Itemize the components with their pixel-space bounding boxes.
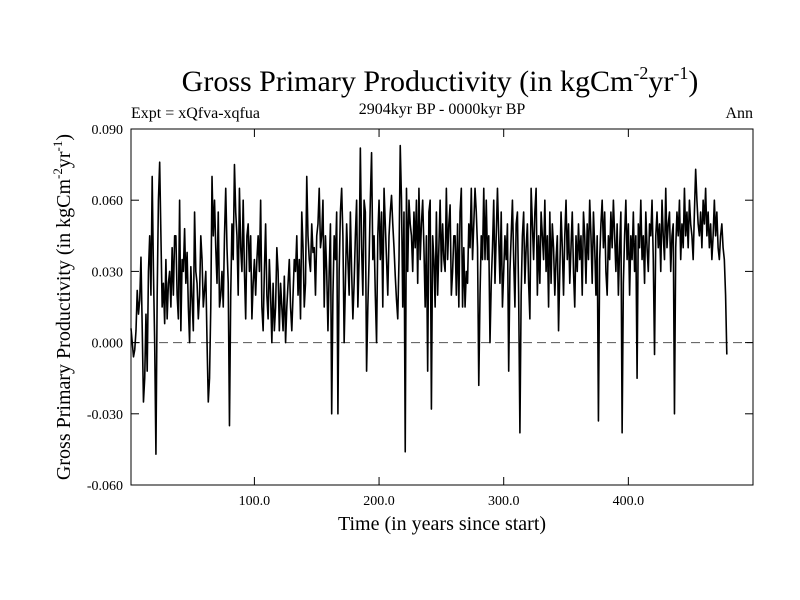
y-tick-label: 0.090 (92, 123, 124, 138)
plot-frame (130, 128, 754, 486)
y-tick-label: -0.060 (87, 479, 123, 494)
x-tick-label: 200.0 (363, 494, 395, 509)
x-axis-ticks: 100.0 200.0 300.0 400.0 (239, 129, 644, 509)
y-tick-label: 0.000 (92, 337, 124, 352)
x-tick-label: 400.0 (613, 494, 645, 509)
chart-title: Gross Primary Productivity (in kgCm-2yr-… (182, 63, 699, 98)
y-tick-label: -0.030 (87, 408, 123, 423)
y-tick-label: 0.030 (92, 265, 124, 280)
experiment-label: Expt = xQfva-xqfua (131, 105, 260, 122)
y-axis-ticks: -0.060 -0.030 0.000 0.030 0.060 0.090 (87, 123, 753, 494)
y-tick-label: 0.060 (92, 194, 124, 209)
x-axis-label: Time (in years since start) (338, 513, 546, 535)
x-tick-label: 300.0 (488, 494, 520, 509)
season-label: Ann (725, 105, 753, 122)
y-axis-label: Gross Primary Productivity (in kgCm-2yr-… (50, 134, 75, 480)
time-range-label: 2904kyr BP - 0000kyr BP (359, 101, 526, 118)
gpp-series-line (130, 144, 728, 455)
x-tick-label: 100.0 (239, 494, 271, 509)
